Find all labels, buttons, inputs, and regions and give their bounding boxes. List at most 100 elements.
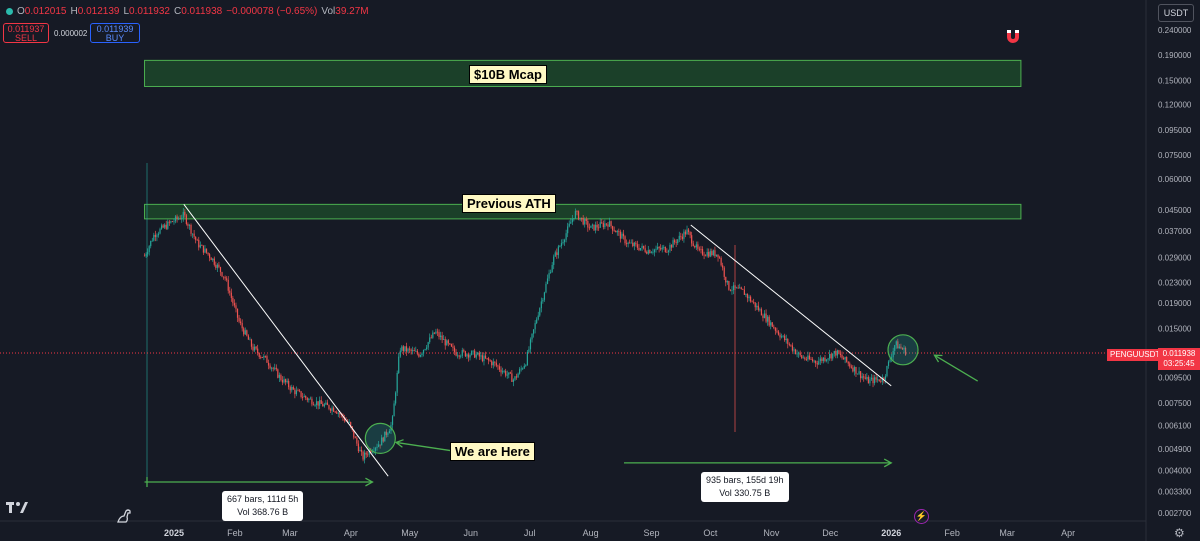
candle-body-315 — [632, 242, 634, 247]
sell-price: 0.011937 — [7, 24, 45, 34]
candle-body-491 — [904, 347, 907, 356]
candle-body-2 — [147, 252, 149, 255]
candle-body-91 — [284, 379, 287, 383]
candle-body-231 — [501, 371, 504, 373]
candle-body-241 — [517, 373, 519, 378]
candle-body-269 — [560, 243, 563, 247]
lightning-icon[interactable]: ⚡ — [914, 509, 929, 524]
candle-body-7 — [154, 234, 156, 237]
candle-body-257 — [542, 299, 544, 302]
buy-label: BUY — [105, 33, 125, 43]
candle-body-426 — [804, 357, 806, 360]
candle-body-408 — [776, 330, 778, 332]
candle-body-79 — [266, 356, 268, 363]
candle-body-59 — [235, 305, 237, 309]
candle-body-225 — [492, 361, 494, 366]
candle-body-250 — [531, 333, 533, 340]
candle-body-116 — [323, 404, 325, 407]
candle-body-281 — [579, 217, 581, 220]
candle-body-114 — [320, 400, 322, 404]
candle-body-197 — [449, 343, 451, 345]
candle-body-361 — [703, 254, 705, 256]
candle-body-306 — [618, 231, 620, 232]
candle-body-217 — [480, 355, 482, 357]
candle-body-193 — [443, 339, 445, 340]
candle-body-124 — [336, 411, 338, 414]
candle-body-170 — [407, 348, 409, 352]
candle-body-10 — [159, 228, 161, 234]
candle-body-285 — [585, 218, 587, 222]
candle-body-132 — [348, 422, 350, 423]
candle-body-227 — [495, 362, 497, 366]
candle-body-292 — [596, 224, 598, 228]
candle-body-136 — [354, 437, 356, 439]
trendline-1 — [690, 224, 892, 387]
candle-body-206 — [463, 350, 465, 352]
candle-body-318 — [636, 244, 639, 248]
zone-previous-ath — [144, 203, 1022, 220]
candle-body-51 — [222, 276, 225, 278]
candle-body-122 — [333, 407, 335, 412]
candle-body-263 — [551, 264, 553, 273]
candle-body-266 — [556, 252, 558, 256]
x-tick-label-0: 2025 — [164, 528, 184, 538]
candle-body-191 — [439, 335, 442, 337]
candle-body-282 — [581, 217, 583, 219]
candle-body-147 — [371, 451, 373, 453]
tradingview-logo[interactable] — [6, 500, 28, 518]
y-tick-label-1: 0.190000 — [1158, 51, 1192, 60]
candle-body-213 — [474, 350, 476, 358]
candle-body-286 — [587, 221, 589, 228]
currency-select[interactable]: USDT — [1158, 4, 1194, 22]
candle-body-107 — [309, 398, 311, 400]
candle-body-366 — [711, 251, 713, 256]
arrow-head-0 — [394, 439, 404, 448]
candle-body-39 — [204, 248, 206, 253]
candle-body-414 — [785, 338, 787, 341]
gear-icon[interactable]: ⚙ — [1174, 526, 1185, 540]
candle-body-470 — [872, 377, 874, 384]
candle-body-358 — [698, 248, 701, 250]
candle-body-410 — [779, 334, 781, 338]
candle-body-230 — [500, 369, 502, 373]
y-tick-label-0: 0.240000 — [1158, 26, 1192, 35]
candle-body-149 — [374, 447, 377, 451]
candle-body-439 — [824, 357, 826, 361]
candle-body-352 — [689, 232, 691, 236]
candle-body-208 — [466, 354, 468, 357]
candle-body-15 — [167, 221, 169, 229]
candle-body-56 — [230, 292, 232, 298]
sell-button[interactable]: 0.011937 SELL — [3, 23, 49, 43]
candle-body-26 — [184, 211, 186, 216]
candle-body-181 — [424, 349, 426, 350]
candle-body-94 — [289, 387, 291, 391]
candle-body-113 — [319, 400, 321, 406]
candle-body-311 — [625, 243, 628, 245]
candle-body-474 — [878, 379, 880, 382]
y-tick-label-3: 0.120000 — [1158, 101, 1192, 110]
candle-body-490 — [903, 347, 905, 350]
y-tick-label-18: 0.003300 — [1158, 487, 1192, 496]
buy-button[interactable]: 0.011939 BUY — [90, 23, 140, 43]
candle-body-399 — [762, 315, 764, 318]
candle-body-259 — [545, 283, 547, 293]
dino-icon[interactable] — [116, 508, 134, 527]
candle-body-462 — [860, 371, 862, 379]
candle-body-378 — [729, 289, 732, 291]
candle-body-101 — [300, 391, 302, 397]
candle-body-238 — [512, 379, 515, 382]
candle-body-138 — [357, 443, 360, 452]
candles-layer — [143, 207, 907, 464]
candle-body-216 — [478, 352, 480, 357]
candle-body-427 — [805, 359, 807, 360]
candle-body-356 — [695, 244, 697, 248]
candle-body-223 — [489, 360, 491, 362]
candle-body-397 — [759, 309, 761, 311]
candle-body-248 — [528, 349, 530, 352]
candle-body-198 — [450, 344, 453, 347]
ohlc-low: L0.011932 — [123, 6, 170, 17]
candle-body-12 — [162, 225, 164, 228]
candle-body-308 — [621, 233, 623, 239]
magnet-icon[interactable] — [1003, 26, 1023, 51]
